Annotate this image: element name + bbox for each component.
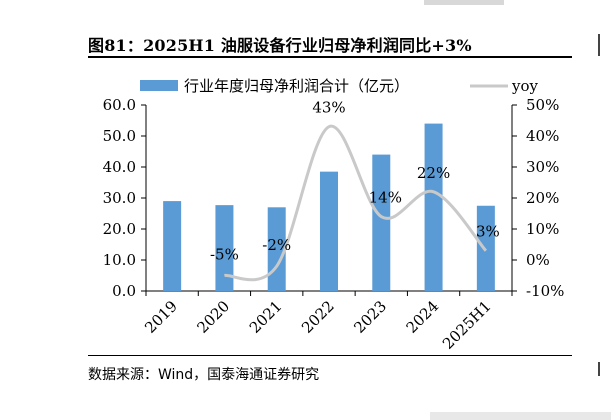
y-tick-label-right: 10% — [526, 220, 559, 238]
cropped-neighbor-top — [424, 0, 504, 5]
y-tick-label-left: 10.0 — [103, 251, 136, 269]
cropped-neighbor-edge-bottom — [598, 362, 600, 376]
figure-title: 图81：2025H1 油服设备行业归母净利润同比+3% — [88, 36, 472, 55]
y-tick-label-left: 50.0 — [103, 127, 136, 145]
y-tick-label-left: 0.0 — [112, 282, 136, 300]
yoy-data-label: -2% — [262, 236, 291, 254]
yoy-data-label: 14% — [369, 189, 402, 207]
yoy-line — [224, 125, 488, 282]
x-tick-label: 2022 — [298, 297, 338, 337]
x-tick-label: 2020 — [194, 297, 234, 337]
y-tick-label-right: 20% — [526, 189, 559, 207]
y-tick-label-right: 50% — [526, 96, 559, 114]
y-tick-label-right: 30% — [526, 158, 559, 176]
bar — [215, 205, 234, 291]
footer-divider — [88, 355, 572, 356]
yoy-data-label: 22% — [417, 164, 450, 182]
yoy-data-label: 43% — [312, 99, 345, 117]
x-tick-label: 2023 — [350, 297, 390, 337]
y-tick-label-left: 60.0 — [103, 96, 136, 114]
yoy-data-label: 3% — [476, 223, 500, 241]
legend-line-label: yoy — [511, 77, 539, 95]
legend-bar-swatch — [140, 80, 178, 91]
y-tick-label-right: 0% — [526, 251, 550, 269]
yoy-data-label: -5% — [210, 246, 239, 264]
bar — [320, 171, 338, 291]
figure-title-bar: 图81：2025H1 油服设备行业归母净利润同比+3% — [88, 32, 572, 58]
y-tick-label-left: 40.0 — [103, 158, 136, 176]
bar — [163, 201, 182, 291]
y-tick-label-left: 20.0 — [103, 220, 136, 238]
bar — [424, 123, 443, 291]
x-tick-label: 2019 — [141, 297, 181, 337]
x-tick-label: 2024 — [403, 297, 443, 337]
bar — [372, 154, 391, 291]
source-note: 数据来源：Wind，国泰海通证券研究 — [88, 367, 320, 383]
y-tick-label-left: 30.0 — [103, 189, 136, 207]
y-tick-label-right: 40% — [526, 127, 559, 145]
legend-bar-label: 行业年度归母净利润合计（亿元） — [184, 77, 409, 95]
y-tick-label-right: -10% — [526, 282, 564, 300]
cropped-neighbor-bottom — [430, 412, 611, 420]
cropped-neighbor-edge — [598, 34, 600, 56]
x-tick-label: 2021 — [246, 297, 286, 337]
x-tick-label: 2025H1 — [439, 297, 495, 353]
